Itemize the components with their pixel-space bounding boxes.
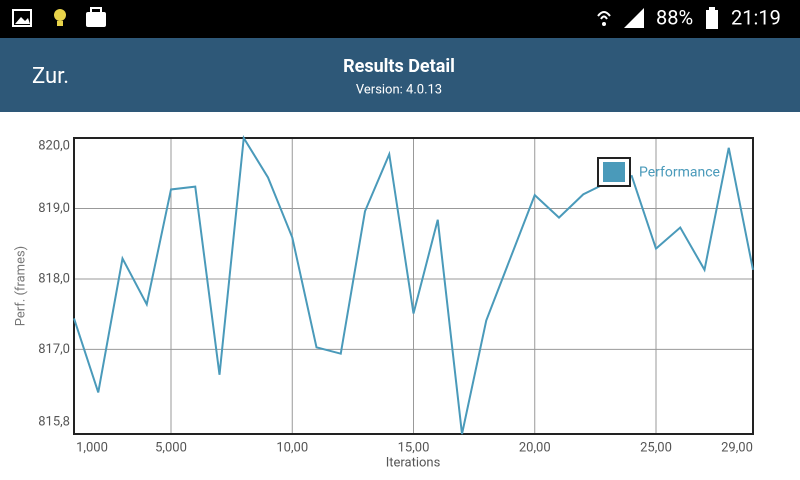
x-axis-label: Iterations <box>386 455 441 470</box>
legend-swatch <box>603 162 625 182</box>
y-tick-label: 817,0 <box>38 342 70 357</box>
y-axis-label: Perf. (frames) <box>13 246 28 326</box>
x-tick-label: 20,00 <box>519 440 551 455</box>
y-tick-label: 818,0 <box>38 271 70 286</box>
y-tick-label: 819,0 <box>38 201 70 216</box>
status-bar <box>0 0 800 38</box>
plot-frame <box>73 137 754 435</box>
y-tick-label: 815,8 <box>38 414 70 429</box>
data-line <box>73 134 754 435</box>
y-tick-label: 820,0 <box>38 138 70 153</box>
x-tick-label: 1,000 <box>76 440 108 455</box>
x-tick-label: 5,000 <box>155 440 187 455</box>
back-button[interactable]: Zur. <box>32 64 69 89</box>
x-tick-label: 29,00 <box>721 440 753 455</box>
legend-label: Performance <box>639 165 720 181</box>
x-tick-label: 10,00 <box>276 440 308 455</box>
x-tick-label: 15,00 <box>398 440 430 455</box>
header-title: Results Detail <box>343 56 455 77</box>
status-icons <box>12 7 718 29</box>
battery-level: 88% <box>656 5 693 29</box>
header-subtitle: Version: 4.0.13 <box>356 82 442 97</box>
clock: 21:19 <box>731 5 781 29</box>
header-bar <box>0 38 800 112</box>
x-tick-label: 25,00 <box>640 440 672 455</box>
